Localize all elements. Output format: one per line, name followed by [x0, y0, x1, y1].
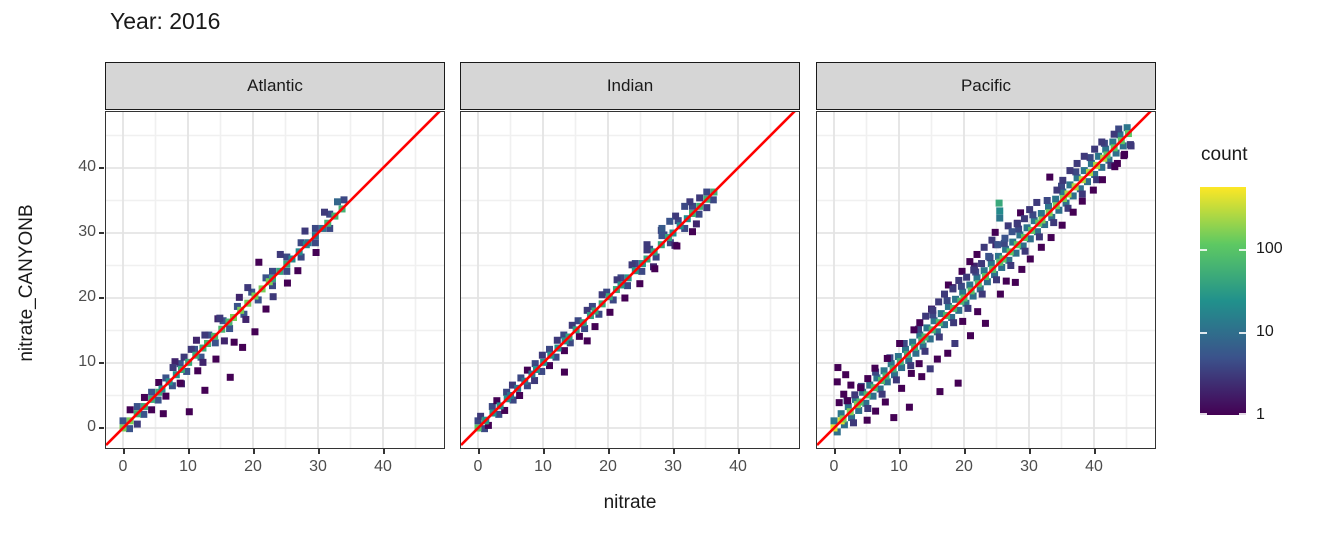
x-axis-tick-mark — [478, 448, 480, 454]
x-axis-tick-mark — [543, 448, 545, 454]
x-axis-tick-mark — [738, 448, 740, 454]
x-axis-tick-label: 20 — [599, 458, 617, 475]
y-axis-tick-label: 10 — [78, 353, 96, 370]
x-axis-tick-label: 10 — [179, 458, 197, 475]
y-axis-label: nitrate_CANYONB — [16, 204, 37, 362]
y-axis-tick-label: 0 — [87, 418, 96, 435]
x-axis-tick-label: 10 — [890, 458, 908, 475]
x-axis-tick-mark — [673, 448, 675, 454]
page-title: Year: 2016 — [110, 8, 221, 34]
y-axis-tick-mark — [99, 167, 104, 169]
x-axis-tick-label: 40 — [1085, 458, 1103, 475]
x-axis-tick-label: 10 — [534, 458, 552, 475]
facet-strip-label: Atlantic — [247, 76, 303, 95]
x-axis-tick-label: 40 — [729, 458, 747, 475]
facet-strip-atlantic: Atlantic — [104, 62, 446, 110]
y-axis-tick-mark — [99, 297, 104, 299]
x-axis-tick-label: 0 — [473, 458, 483, 475]
x-axis-tick-label: 30 — [309, 458, 327, 475]
x-axis-tick-mark — [188, 448, 190, 454]
x-axis-tick-mark — [834, 448, 836, 454]
legend-tick-label: 100 — [1256, 240, 1283, 258]
x-axis-tick-label: 30 — [664, 458, 682, 475]
x-axis-tick-label: 30 — [1020, 458, 1038, 475]
x-axis-tick-mark — [1094, 448, 1096, 454]
facet-panel-atlantic — [104, 111, 445, 449]
y-axis-tick-label: 20 — [78, 288, 96, 305]
x-axis-tick-mark — [253, 448, 255, 454]
facet-strip-label: Pacific — [960, 76, 1012, 95]
legend-tick-label: 10 — [1256, 323, 1274, 341]
legend-colorbar — [1200, 187, 1246, 415]
x-axis-tick-mark — [123, 448, 125, 454]
legend-tick-notch — [1239, 249, 1246, 251]
x-axis-tick-label: 0 — [118, 458, 128, 475]
x-axis-tick-mark — [318, 448, 320, 454]
legend-tick-label: 1 — [1256, 406, 1265, 423]
y-axis-tick-mark — [99, 362, 104, 364]
x-axis-tick-label: 40 — [374, 458, 392, 475]
legend-tick-notch — [1200, 249, 1207, 251]
facet-panel-indian — [459, 111, 800, 449]
legend-tick-notch — [1200, 413, 1207, 415]
x-axis-tick-label: 0 — [829, 458, 839, 475]
legend-tick-notch — [1239, 332, 1246, 334]
y-axis-tick-label: 30 — [78, 223, 96, 240]
facet-strip-indian: Indian — [459, 62, 801, 110]
y-axis-tick-mark — [99, 232, 104, 234]
y-axis-tick-mark — [99, 427, 104, 429]
x-axis-tick-label: 20 — [955, 458, 973, 475]
legend-tick-notch — [1239, 413, 1246, 415]
x-axis-tick-label: 20 — [244, 458, 262, 475]
y-axis-tick-label: 40 — [78, 158, 96, 175]
facet-panel-pacific — [815, 111, 1156, 449]
facet-strip-label: Indian — [606, 76, 654, 95]
legend-title: count — [1201, 144, 1248, 165]
legend-tick-notch — [1200, 332, 1207, 334]
x-axis-tick-mark — [899, 448, 901, 454]
x-axis-tick-mark — [383, 448, 385, 454]
facet-strip-pacific: Pacific — [815, 62, 1157, 110]
x-axis-tick-mark — [964, 448, 966, 454]
x-axis-label: nitrate — [603, 492, 657, 513]
x-axis-tick-mark — [1029, 448, 1031, 454]
x-axis-tick-mark — [608, 448, 610, 454]
